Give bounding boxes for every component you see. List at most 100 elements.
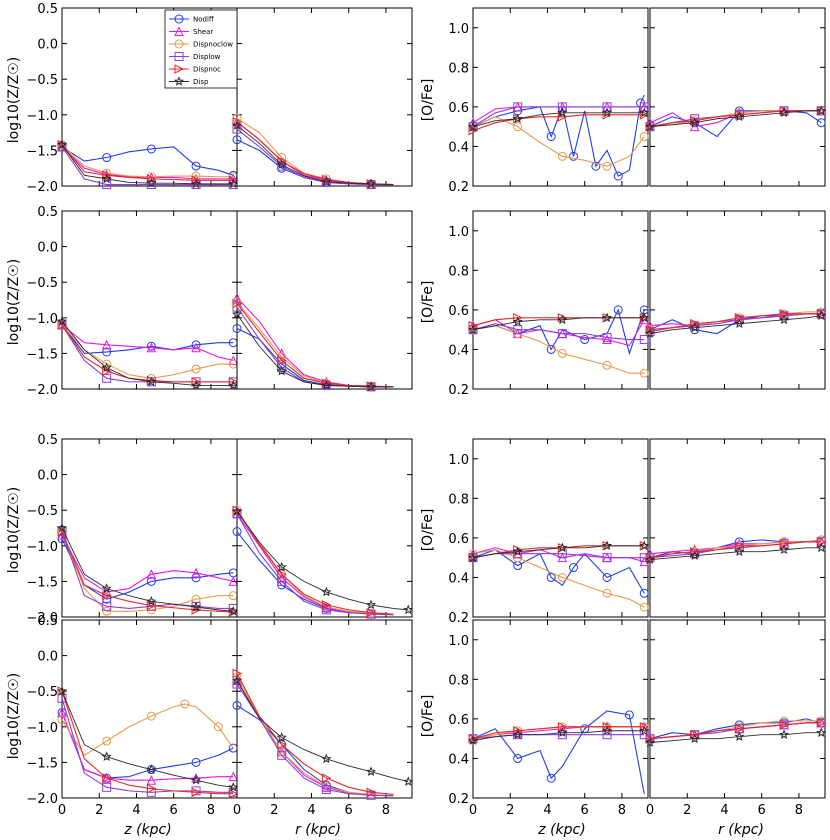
ofe-ylabel-row1: [O/Fe]	[420, 281, 436, 324]
legend-item-disp: Disp	[169, 76, 209, 86]
data-point-dispnoc	[321, 773, 332, 783]
data-point-dispnoc	[191, 605, 202, 615]
series-line-dispnoc	[61, 324, 234, 383]
data-point-nodiff	[602, 572, 612, 582]
y-tick-label: −1.0	[26, 721, 58, 736]
data-point-dispnoc	[102, 590, 112, 601]
data-point-disp	[403, 776, 414, 786]
series-line-dispnoc	[649, 313, 822, 331]
data-point-disp	[228, 380, 239, 390]
x-tick-label: 2	[683, 803, 691, 818]
ofe-ylabel-row3: [O/Fe]	[420, 695, 436, 738]
data-point-disp	[366, 599, 377, 610]
x-tick-label: 6	[758, 803, 766, 818]
series-line-dispnoc	[472, 726, 645, 740]
series-line-disp	[472, 730, 645, 742]
data-point-disp	[512, 546, 523, 557]
y-tick-label: 0.8	[448, 264, 469, 279]
data-point-nodiff	[569, 151, 579, 161]
data-point-disp	[321, 586, 332, 597]
data-point-disp	[56, 139, 68, 149]
series-line-disp	[649, 547, 822, 561]
series-line-nodiff	[472, 549, 645, 594]
data-point-shear	[228, 576, 239, 586]
series-line-disp	[472, 112, 645, 128]
series-line-shear	[61, 534, 234, 593]
data-point-disp	[602, 107, 613, 118]
data-point-nodiff	[191, 573, 201, 583]
data-point-disp	[512, 316, 523, 327]
data-point-disp	[146, 376, 157, 387]
data-point-dispnoc	[102, 170, 112, 181]
y-tick-label: 0.8	[448, 492, 469, 507]
legend-item-nodiff: Nodiff	[169, 14, 214, 24]
plot-frame	[649, 7, 826, 187]
met-ylabel-row1: log10(Z/Z☉)	[6, 259, 22, 346]
panel-met-r-row3: 0 2 4 6 8	[231, 619, 414, 818]
data-point-disp	[101, 583, 112, 593]
data-point-nodiff	[613, 305, 623, 315]
series-line-dispnoc	[649, 722, 822, 740]
y-tick-label: −1.0	[26, 540, 58, 555]
y-tick-label: −2.0	[26, 792, 58, 807]
data-point-disp	[639, 312, 650, 323]
series-line-displow	[61, 531, 234, 610]
series-line-disp	[236, 125, 394, 186]
data-point-disp	[816, 105, 827, 116]
panel-met-z-row2: 0.5 0.0 −0.5 −1.0 −1.5 −2.0	[26, 433, 239, 626]
data-point-dispnoc	[513, 312, 523, 323]
data-point-nodiff	[639, 588, 649, 598]
data-point-disp	[602, 725, 613, 736]
data-point-disp	[557, 107, 568, 118]
x-tick-label: 2	[270, 803, 278, 818]
data-point-disp	[403, 604, 414, 615]
data-point-disp	[56, 685, 68, 696]
data-point-dispnoclow	[602, 161, 612, 171]
data-point-dispnoc	[228, 175, 239, 186]
data-point-disp	[467, 121, 479, 131]
data-point-disp	[467, 735, 479, 745]
y-tick-label: 0.4	[448, 752, 469, 767]
data-point-disp	[512, 113, 523, 124]
data-point-disp	[779, 544, 790, 555]
data-point-dispnoc	[645, 324, 656, 335]
data-point-dispnoc	[191, 377, 202, 387]
data-point-dispnoclow	[146, 711, 156, 721]
plot-frame	[472, 438, 649, 618]
data-point-disp	[101, 173, 112, 184]
data-point-dispnoclow	[557, 572, 567, 582]
legend-label: Dispnoclow	[193, 41, 233, 49]
y-tick-label: 0.4	[448, 571, 469, 586]
y-tick-label: 0.2	[448, 383, 469, 398]
data-point-displow	[102, 373, 112, 383]
data-point-shear	[101, 339, 112, 350]
data-point-disp	[602, 312, 613, 323]
data-point-dispnoclow	[102, 736, 112, 746]
series-line-nodiff	[61, 324, 234, 354]
y-tick-label: 0.6	[448, 713, 469, 728]
x-tick-label: 2	[506, 803, 514, 818]
series-line-disp	[649, 732, 822, 744]
data-point-disp	[276, 365, 287, 376]
data-point-dispnoc	[366, 607, 377, 618]
panel-met-r-row0	[231, 7, 413, 190]
data-point-disp	[101, 751, 112, 761]
series-line-dispnoc	[61, 691, 234, 795]
data-point-dispnoclow	[557, 151, 567, 161]
data-point-nodiff	[102, 347, 112, 357]
data-point-nodiff	[191, 757, 201, 767]
series-line-shear	[61, 712, 234, 781]
data-point-dispnoc	[779, 720, 790, 730]
data-point-disp	[779, 314, 790, 325]
legend-label: Dispnoc	[193, 66, 221, 74]
x-tick-label: 4	[543, 803, 551, 818]
data-point-nodiff	[232, 700, 242, 710]
data-point-disp	[734, 546, 745, 557]
x-tick-label: 0	[58, 803, 66, 818]
data-point-nodiff	[546, 572, 556, 582]
data-point-disp	[231, 506, 243, 516]
data-point-nodiff	[146, 576, 156, 586]
data-point-disp	[602, 540, 613, 551]
y-tick-label: 0.0	[37, 38, 58, 53]
plot-frame	[236, 438, 413, 618]
